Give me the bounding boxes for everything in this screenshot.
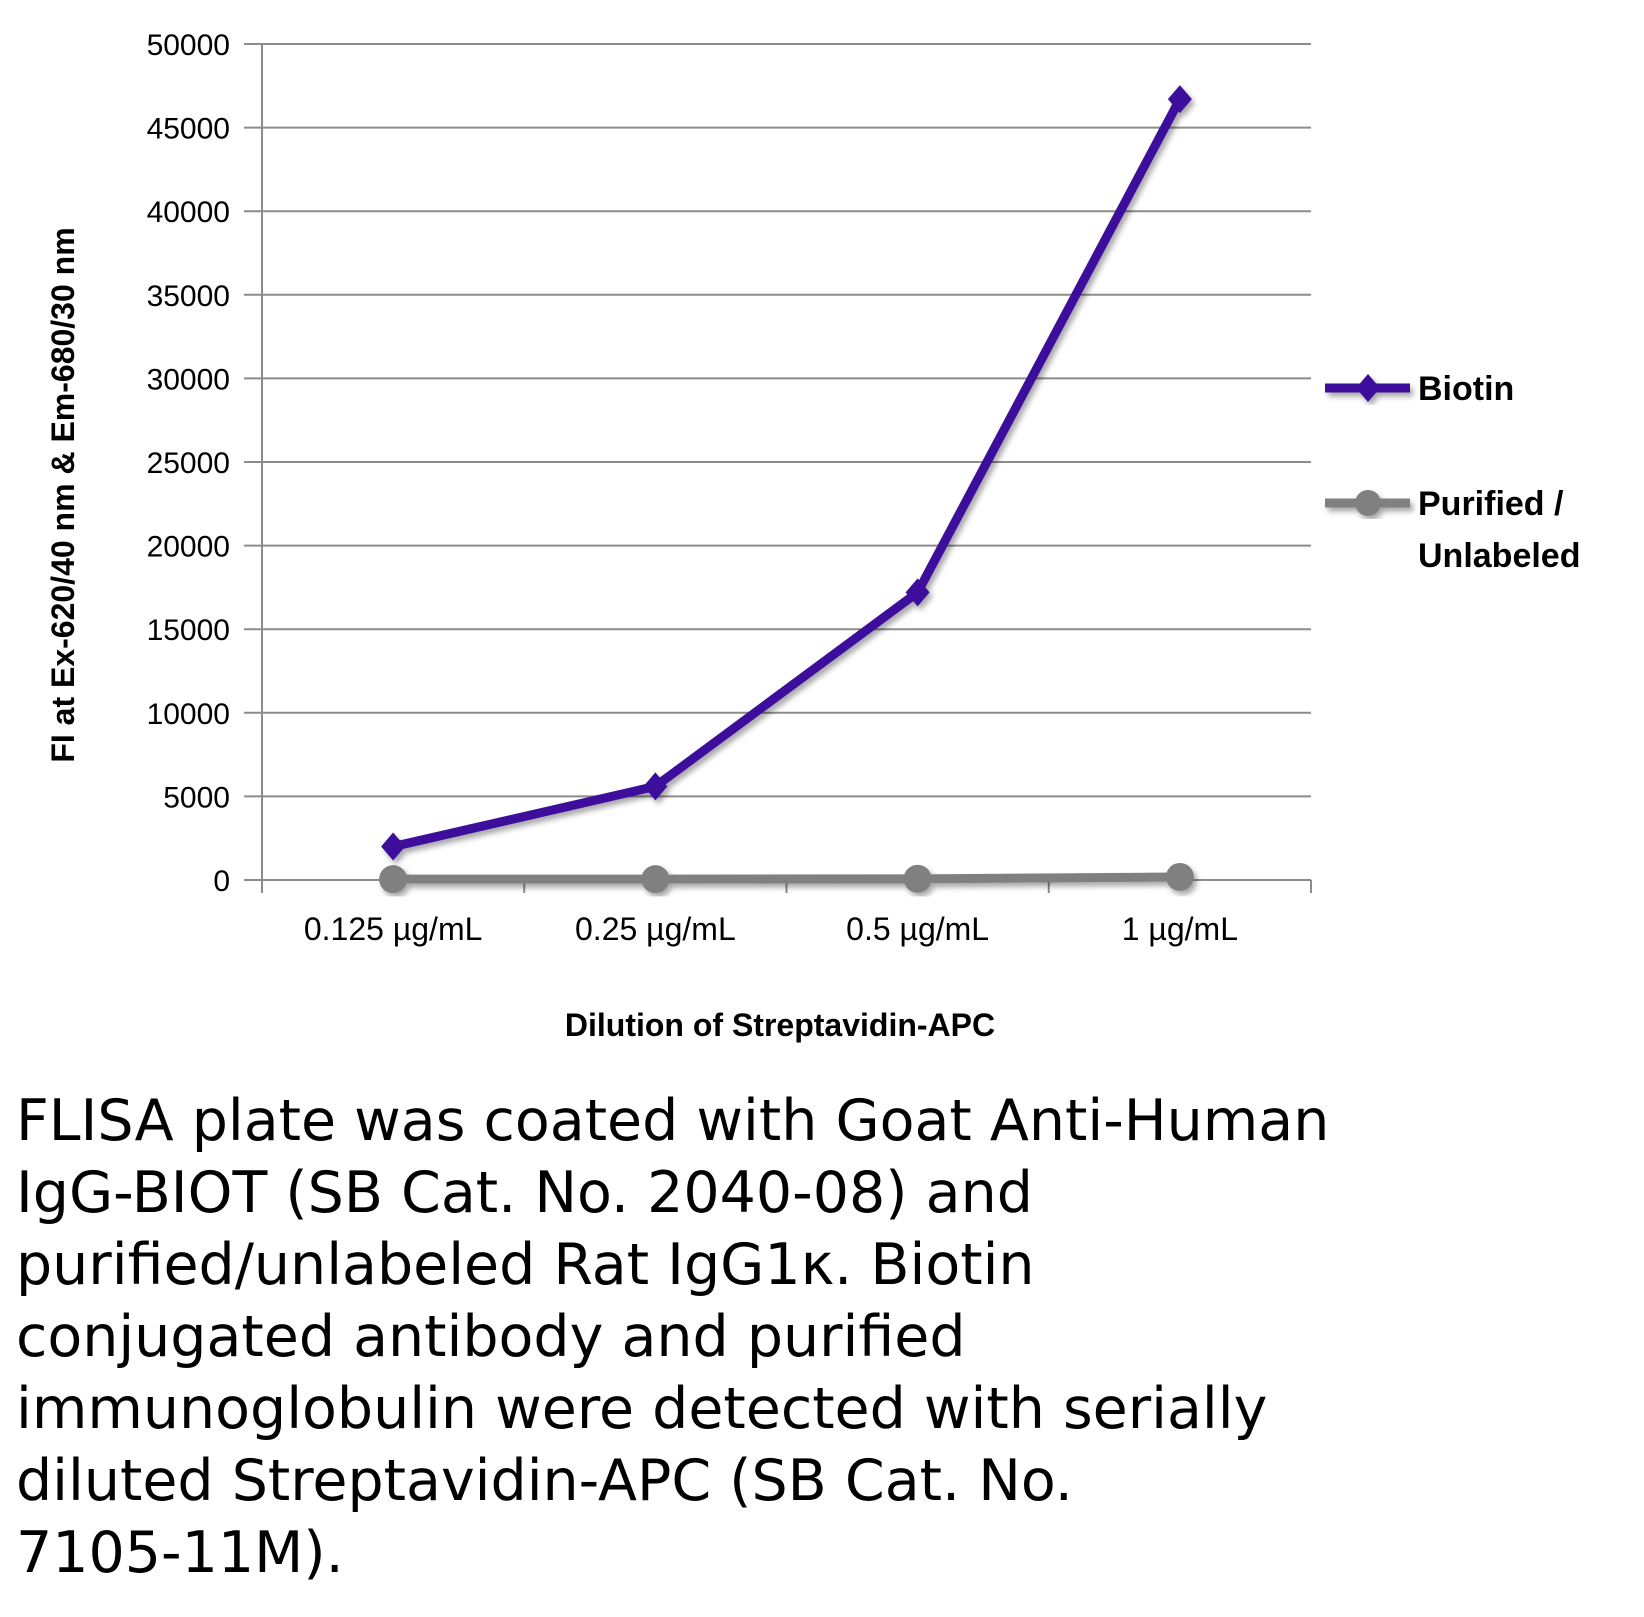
x-axis-title: Dilution of Streptavidin-APC	[565, 1007, 995, 1043]
data-point	[1165, 862, 1194, 891]
y-tick-label: 5000	[163, 781, 230, 814]
y-axis-title: FI at Ex-620/40 nm & Em-680/30 nm	[45, 227, 81, 762]
x-tick-label: 1 µg/mL	[1122, 911, 1238, 947]
data-point	[641, 865, 670, 894]
y-tick-label: 10000	[147, 698, 230, 731]
x-tick-label: 0.25 µg/mL	[575, 911, 736, 947]
line-chart: 0 5000 10000 15000 20000 25000 30000 35000 40000…	[45, 29, 1580, 1043]
x-tick-label: 0.5 µg/mL	[846, 911, 989, 947]
legend-marker	[1356, 374, 1380, 402]
y-tick-label: 30000	[147, 363, 230, 396]
legend-marker	[1355, 490, 1381, 516]
legend: Biotin Purified / Unlabeled	[1325, 370, 1580, 575]
legend-label: Biotin	[1418, 370, 1514, 408]
y-tick-label: 15000	[147, 614, 230, 647]
y-tick-label: 50000	[147, 29, 230, 62]
data-point	[903, 864, 932, 893]
series-layer	[379, 85, 1194, 894]
y-tick-label: 45000	[147, 113, 230, 146]
gridlines	[262, 43, 1311, 798]
series-line	[392, 97, 1184, 851]
y-tick-label: 25000	[147, 447, 230, 480]
y-tick-label: 0	[213, 865, 230, 898]
y-tick-label: 20000	[147, 531, 230, 564]
series-0	[381, 85, 1192, 861]
data-point	[643, 772, 668, 801]
series-1	[379, 862, 1194, 894]
data-point	[905, 578, 930, 607]
legend-label: Purified / Unlabeled	[1418, 485, 1580, 575]
figure-caption: FLISA plate was coated with Goat Anti-Hu…	[16, 1088, 1330, 1586]
data-point	[381, 832, 406, 861]
y-axis-ticks: 0 5000 10000 15000 20000 25000 30000 35000 40000…	[147, 29, 230, 898]
series-line	[393, 872, 1180, 884]
data-point	[379, 865, 408, 894]
legend-key	[1325, 374, 1410, 402]
data-point	[1167, 85, 1192, 114]
x-tick-label: 0.125 µg/mL	[304, 911, 483, 947]
x-axis: 0.125 µg/mL 0.25 µg/mL 0.5 µg/mL 1 µg/mL	[244, 43, 1312, 947]
y-tick-label: 35000	[147, 280, 230, 313]
y-tick-label: 40000	[147, 196, 230, 229]
legend-key	[1325, 490, 1410, 516]
